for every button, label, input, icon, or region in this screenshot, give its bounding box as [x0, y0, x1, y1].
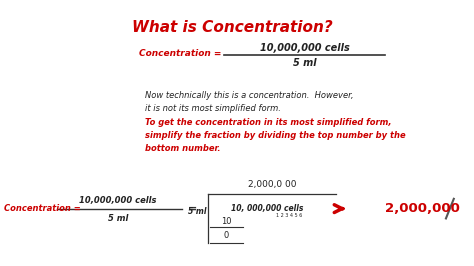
- Text: 5 ml: 5 ml: [188, 207, 206, 216]
- Text: 5 ml: 5 ml: [292, 58, 316, 68]
- Text: Concentration =: Concentration =: [138, 49, 221, 58]
- Text: 10: 10: [221, 217, 231, 226]
- Text: 5 ml: 5 ml: [108, 214, 128, 223]
- Text: Now technically this is a concentration.  However,: Now technically this is a concentration.…: [146, 91, 354, 100]
- Text: =: =: [188, 204, 197, 214]
- Text: 1 2 3 4 5 6: 1 2 3 4 5 6: [276, 213, 302, 218]
- Text: Concentration =: Concentration =: [4, 204, 81, 213]
- Text: What is Concentration?: What is Concentration?: [132, 20, 333, 35]
- Text: it is not its most simplified form.: it is not its most simplified form.: [146, 103, 281, 113]
- Text: simplify the fraction by dividing the top number by the: simplify the fraction by dividing the to…: [146, 131, 406, 140]
- Text: 0: 0: [223, 231, 228, 240]
- Text: 2,000,000: 2,000,000: [385, 202, 460, 215]
- Text: 10, 000,000 cells: 10, 000,000 cells: [231, 204, 303, 213]
- Text: To get the concentration in its most simplified form,: To get the concentration in its most sim…: [146, 118, 392, 127]
- Text: bottom number.: bottom number.: [146, 144, 221, 153]
- Text: 10,000,000 cells: 10,000,000 cells: [260, 43, 349, 53]
- Text: 10,000,000 cells: 10,000,000 cells: [79, 196, 156, 205]
- Text: 2,000,0 00: 2,000,0 00: [248, 180, 296, 189]
